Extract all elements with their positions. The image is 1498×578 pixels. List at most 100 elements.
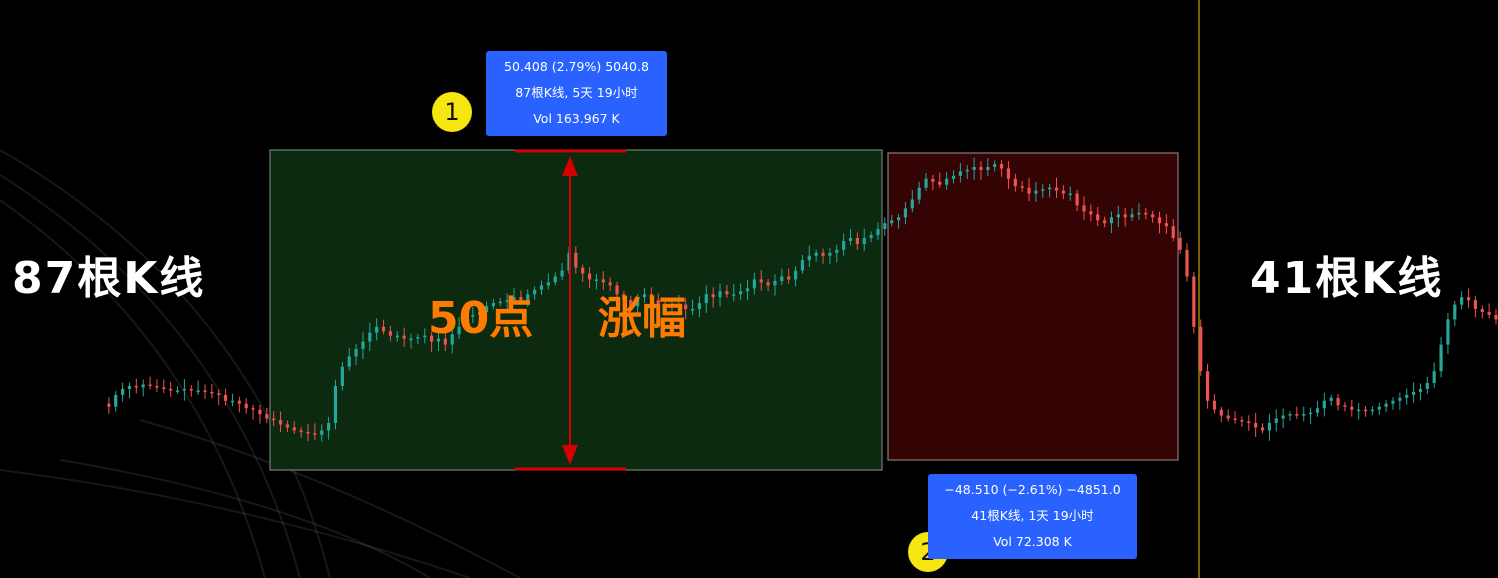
candle-body [237, 400, 241, 404]
candle-body [368, 332, 372, 342]
candle-body [484, 306, 489, 312]
candle-body [1226, 415, 1230, 419]
candle-body [416, 337, 420, 339]
candle-body [141, 384, 145, 388]
candle-body [320, 430, 324, 435]
candle-body [581, 267, 585, 274]
candle-body [883, 223, 887, 230]
candle-body [567, 252, 571, 271]
rise-range-box[interactable] [269, 149, 883, 471]
measure-info-up[interactable]: 50.408 (2.79%) 5040.8 87根K线, 5天 19小时 Vol… [486, 51, 667, 136]
candle-body [615, 285, 619, 295]
candle-body [711, 294, 715, 298]
candle-body [677, 304, 681, 308]
candle-body [1192, 276, 1196, 327]
candle-body [409, 338, 413, 341]
candle-body [1006, 168, 1011, 179]
candle-body [107, 403, 111, 407]
candle-body [951, 175, 956, 179]
candle-body [306, 431, 310, 434]
candle-body [327, 423, 331, 431]
candle-body [1068, 193, 1072, 196]
candle-body [1254, 423, 1258, 428]
candle-body [169, 388, 173, 391]
measure-down-bars: 41根K线, 1天 19小时 [971, 508, 1094, 523]
candle-body [690, 309, 695, 311]
candle-body [903, 208, 908, 218]
candle-body [203, 390, 207, 392]
candle-body [656, 300, 660, 305]
candle-body [1460, 297, 1464, 305]
candle-body [800, 260, 805, 271]
candle-body [423, 335, 427, 338]
candle-body [1205, 371, 1210, 401]
candle-body [1164, 223, 1168, 227]
candle-body [876, 229, 880, 236]
candle-body [574, 252, 578, 268]
candle-body [1363, 409, 1368, 412]
candle-body [244, 403, 248, 409]
candle-body [745, 288, 750, 292]
candle-body [842, 240, 846, 250]
candle-body [924, 178, 928, 188]
candle-body [642, 294, 647, 298]
candle-body [292, 427, 296, 431]
candle-body [1048, 187, 1052, 190]
background-swoosh [0, 149, 521, 578]
candle-body [1308, 412, 1313, 415]
measure-arrow [515, 149, 626, 471]
candle-body [533, 289, 537, 295]
candle-body [1411, 391, 1416, 395]
candle-body [182, 388, 187, 391]
candle-body [519, 297, 523, 301]
candle-body [869, 235, 873, 238]
candle-body [1384, 403, 1388, 407]
candle-body [697, 303, 702, 310]
candle-body [1446, 319, 1450, 345]
candle-body [1295, 414, 1299, 416]
candle-body [127, 386, 132, 389]
candle-body [148, 384, 152, 387]
candle-body [464, 314, 468, 327]
candle-body [704, 294, 708, 304]
measure-info-down[interactable]: −48.510 (−2.61%) −4851.0 41根K线, 1天 19小时 … [928, 474, 1137, 559]
candle-body [835, 249, 839, 253]
candle-body [258, 409, 262, 415]
candle-body [354, 349, 358, 357]
candle-body [1370, 409, 1374, 412]
candle-body [594, 279, 599, 281]
candle-body [1096, 214, 1100, 221]
candle-body [1439, 344, 1443, 372]
candle-body [608, 282, 612, 286]
candle-body [1178, 238, 1182, 250]
candle-body [381, 326, 386, 332]
candle-body [999, 164, 1004, 169]
candle-body [1288, 414, 1292, 416]
candle-body [1329, 397, 1333, 401]
fall-range-box[interactable] [887, 152, 1179, 461]
candle-body [848, 238, 853, 241]
candle-body [1171, 226, 1175, 238]
candle-body [1089, 211, 1093, 215]
candle-body [1061, 190, 1065, 194]
candle-body [1377, 406, 1381, 410]
candle-body [814, 252, 818, 256]
candle-body [1405, 394, 1409, 398]
candle-body [972, 166, 976, 170]
rise-points-label: 50点 [428, 293, 534, 344]
candle-body [443, 338, 447, 345]
candle-body [1082, 205, 1086, 212]
candle-body [862, 238, 866, 244]
candle-body [945, 178, 949, 185]
candle-body [1357, 409, 1361, 412]
candle-series [107, 157, 1498, 442]
candle-body [896, 217, 901, 221]
candle-body [718, 291, 722, 298]
candle-body [224, 394, 228, 401]
candle-body [505, 300, 509, 302]
candle-body [1185, 249, 1189, 277]
candle-body [395, 335, 399, 338]
candle-body [1219, 409, 1223, 416]
candle-body [958, 171, 962, 176]
